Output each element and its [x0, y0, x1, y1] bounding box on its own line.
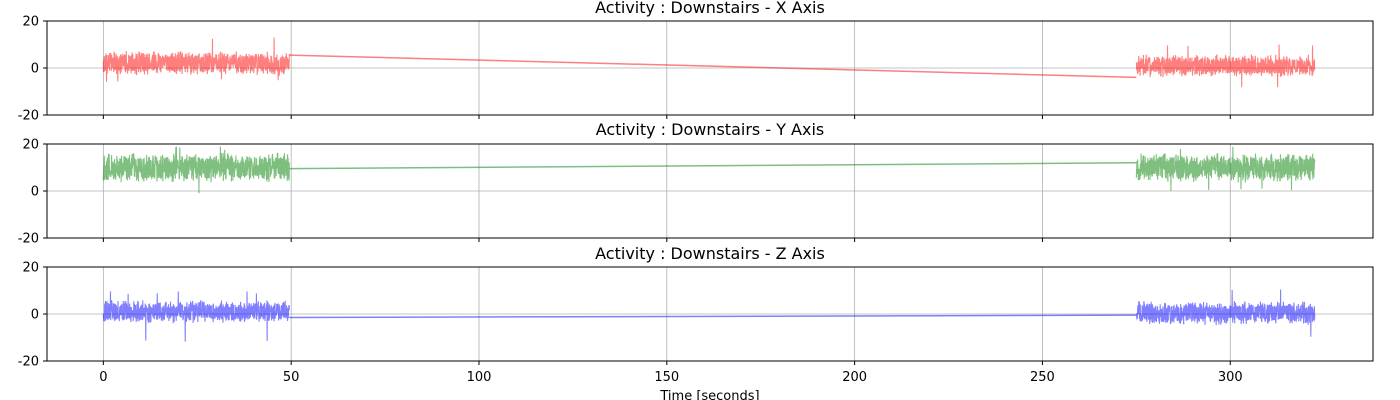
y-tick-label: 20 — [22, 138, 39, 153]
subplot-2: -20 0 20 Activity : Downstairs - Y Axis — [18, 120, 1374, 247]
series-2 — [102, 146, 1316, 194]
subplot-title: Activity : Downstairs - X Axis — [595, 0, 825, 17]
y-tick-label: 0 — [31, 308, 39, 323]
x-axis-label: Time [seconds] — [659, 389, 759, 400]
y-tick-label: -20 — [18, 232, 39, 247]
y-tick-label: 20 — [22, 261, 39, 276]
series-3-segment-2 — [1135, 289, 1316, 337]
x-tick-label: 300 — [1218, 370, 1243, 385]
x-tick-label: 0 — [99, 370, 107, 385]
series-1-segment-2 — [1135, 44, 1316, 88]
series-2-segment-2 — [1135, 146, 1316, 191]
subplot-1: -20 0 20 Activity : Downstairs - X Axis — [18, 0, 1374, 124]
x-tick-label: 200 — [842, 370, 867, 385]
x-tick-label: 50 — [283, 370, 300, 385]
series-1-gap-line — [289, 54, 1137, 79]
series-1-segment-1 — [102, 37, 290, 82]
series-1 — [102, 37, 1316, 88]
series-2-segment-1 — [102, 146, 290, 194]
x-tick-label: 150 — [654, 370, 679, 385]
subplot-title: Activity : Downstairs - Z Axis — [595, 244, 825, 263]
series-3-segment-1 — [102, 291, 290, 342]
series-3-gap-line — [289, 314, 1137, 319]
series-3 — [102, 289, 1316, 342]
x-tick-label: 100 — [467, 370, 492, 385]
x-tick-label: 250 — [1030, 370, 1055, 385]
y-tick-label: -20 — [18, 109, 39, 124]
y-tick-label: -20 — [18, 355, 39, 370]
subplot-title: Activity : Downstairs - Y Axis — [596, 120, 825, 139]
y-tick-label: 0 — [31, 62, 39, 77]
y-tick-label: 0 — [31, 185, 39, 200]
series-2-gap-line — [289, 162, 1137, 170]
y-tick-label: 20 — [22, 15, 39, 30]
